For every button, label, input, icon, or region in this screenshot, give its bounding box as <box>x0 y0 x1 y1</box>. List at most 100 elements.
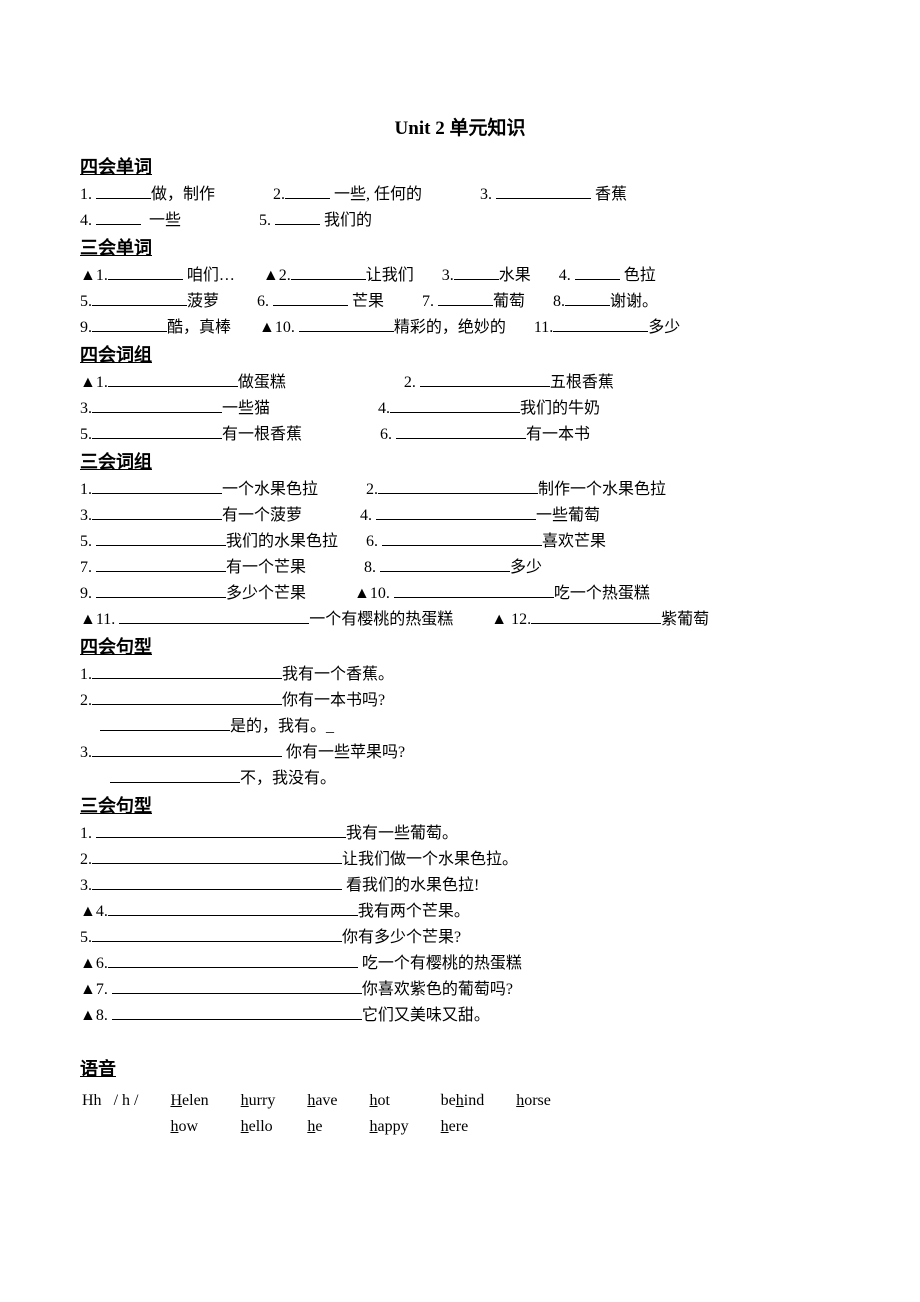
item-text: 一些葡萄 <box>536 507 600 524</box>
blank[interactable] <box>108 265 183 280</box>
phon-rest: ow <box>178 1118 198 1135</box>
suffix: _ <box>326 718 334 735</box>
page-title: Unit 2 单元知识 <box>80 115 840 144</box>
blank[interactable] <box>96 823 346 838</box>
blank[interactable] <box>96 210 141 225</box>
content-line: ▲1. 咱们… ▲2.让我们 3.水果 4. 色拉 <box>80 264 840 288</box>
item-num: 1. <box>80 186 92 203</box>
blank[interactable] <box>376 505 536 520</box>
item-num: ▲10. <box>259 319 295 336</box>
content-line: 1. 我有一个香蕉。 <box>80 663 840 687</box>
content-line: 2.你有一本书吗? <box>80 689 840 713</box>
phon-underline: h <box>370 1118 378 1135</box>
item-text: 我有一个香蕉。 <box>282 666 394 683</box>
blank[interactable] <box>108 372 238 387</box>
blank[interactable] <box>96 557 226 572</box>
blank[interactable] <box>92 664 282 679</box>
content-line: 1.一个水果色拉 2.制作一个水果色拉 <box>80 478 840 502</box>
blank[interactable] <box>92 479 222 494</box>
blank[interactable] <box>291 265 366 280</box>
blank[interactable] <box>92 424 222 439</box>
blank[interactable] <box>575 265 620 280</box>
blank[interactable] <box>92 849 342 864</box>
blank[interactable] <box>92 505 222 520</box>
blank[interactable] <box>420 372 550 387</box>
item-text: 菠萝 <box>187 293 219 310</box>
section-four-words: 四会单词 <box>80 154 840 181</box>
blank[interactable] <box>119 609 309 624</box>
content-line: 5.菠萝 6. 芒果 7. 葡萄 8.谢谢。 <box>80 290 840 314</box>
content-line: 2.让我们做一个水果色拉。 <box>80 848 840 872</box>
item-text: 有一本书 <box>526 426 590 443</box>
item-text: 你有多少个芒果? <box>342 929 461 946</box>
blank[interactable] <box>96 184 151 199</box>
blank[interactable] <box>438 291 493 306</box>
content-line: ▲6. 吃一个有樱桃的热蛋糕 <box>80 952 840 976</box>
blank[interactable] <box>92 690 282 705</box>
item-num: 3. <box>442 267 454 284</box>
blank[interactable] <box>565 291 610 306</box>
blank[interactable] <box>108 953 358 968</box>
blank[interactable] <box>531 609 661 624</box>
item-text: 让我们 <box>366 267 414 284</box>
phon-rest: appy <box>378 1118 409 1135</box>
blank[interactable] <box>496 184 591 199</box>
blank[interactable] <box>273 291 348 306</box>
item-num: 6. <box>380 426 392 443</box>
item-text: 做蛋糕 <box>238 374 286 391</box>
blank[interactable] <box>112 1005 362 1020</box>
item-num: 11. <box>534 319 553 336</box>
blank[interactable] <box>100 716 230 731</box>
blank[interactable] <box>382 531 542 546</box>
item-text: 我有一些葡萄。 <box>346 825 458 842</box>
blank[interactable] <box>299 317 394 332</box>
section-three-sent: 三会句型 <box>80 793 840 820</box>
item-num: 1. <box>80 666 92 683</box>
blank[interactable] <box>396 424 526 439</box>
blank[interactable] <box>92 742 282 757</box>
phon-rest: ot <box>378 1092 390 1109</box>
item-num: 2. <box>404 374 416 391</box>
item-text: 葡萄 <box>493 293 525 310</box>
item-num: 6. <box>366 533 378 550</box>
blank[interactable] <box>390 398 520 413</box>
blank[interactable] <box>553 317 648 332</box>
item-num: 2. <box>366 481 378 498</box>
blank[interactable] <box>96 531 226 546</box>
item-text: 喜欢芒果 <box>542 533 606 550</box>
content-line: 5.你有多少个芒果? <box>80 926 840 950</box>
item-text: 你有一本书吗? <box>282 692 385 709</box>
phon-underline: h <box>441 1118 449 1135</box>
item-num: ▲2. <box>263 267 291 284</box>
item-text: 多少 <box>648 319 680 336</box>
item-num: 4. <box>378 400 390 417</box>
blank[interactable] <box>92 317 167 332</box>
blank[interactable] <box>112 979 362 994</box>
item-num: ▲7. <box>80 981 108 998</box>
item-text: 吃一个热蛋糕 <box>554 585 650 602</box>
item-num: ▲8. <box>80 1007 108 1024</box>
item-num: 3. <box>80 877 92 894</box>
blank[interactable] <box>92 398 222 413</box>
content-line: 3.有一个菠萝 4. 一些葡萄 <box>80 504 840 528</box>
content-line: 5.有一根香蕉 6. 有一本书 <box>80 423 840 447</box>
item-num: 2. <box>80 851 92 868</box>
blank[interactable] <box>380 557 510 572</box>
blank[interactable] <box>96 583 226 598</box>
blank[interactable] <box>378 479 538 494</box>
blank[interactable] <box>110 768 240 783</box>
item-num: 5. <box>80 293 92 310</box>
blank[interactable] <box>275 210 320 225</box>
item-num: 6. <box>257 293 269 310</box>
blank[interactable] <box>108 901 358 916</box>
phon-rest: elen <box>182 1092 209 1109</box>
phon-rest: e <box>315 1118 322 1135</box>
blank[interactable] <box>92 291 187 306</box>
blank[interactable] <box>394 583 554 598</box>
blank[interactable] <box>285 184 330 199</box>
blank[interactable] <box>454 265 499 280</box>
blank[interactable] <box>92 875 342 890</box>
blank[interactable] <box>92 927 342 942</box>
item-text: 你喜欢紫色的葡萄吗? <box>362 981 513 998</box>
item-text: 多少个芒果 <box>226 585 306 602</box>
